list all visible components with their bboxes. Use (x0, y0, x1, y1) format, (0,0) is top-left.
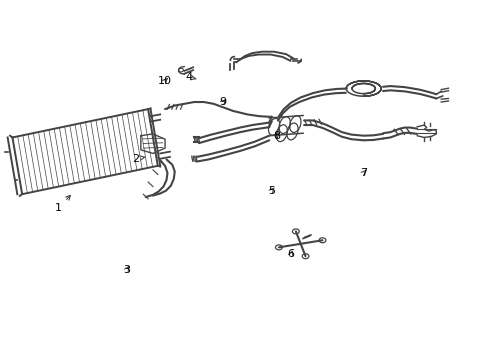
Text: 5: 5 (268, 186, 275, 195)
Text: 6: 6 (288, 249, 294, 260)
Text: 2: 2 (132, 154, 145, 164)
Text: 3: 3 (123, 265, 130, 275)
Text: 9: 9 (220, 97, 227, 107)
Text: 4: 4 (186, 72, 196, 82)
Text: 7: 7 (360, 168, 367, 178)
Text: 1: 1 (55, 195, 70, 213)
Text: 10: 10 (158, 76, 172, 86)
Text: 8: 8 (273, 131, 280, 141)
